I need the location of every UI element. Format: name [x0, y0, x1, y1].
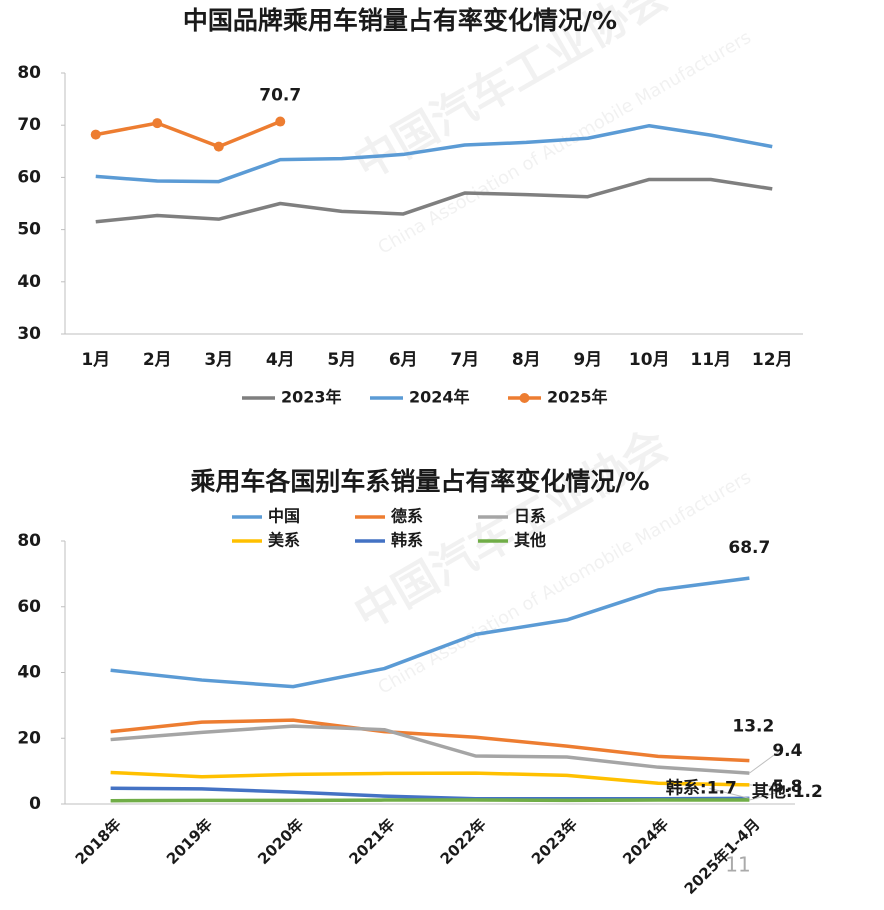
x-tick-label: 2019年	[163, 815, 216, 868]
x-tick-label: 2020年	[254, 815, 307, 868]
y-tick-label: 60	[17, 167, 41, 187]
leader-line	[749, 784, 780, 788]
data-label: 其他:1.2	[752, 781, 823, 802]
y-tick-label: 0	[29, 794, 41, 814]
legend-label: 其他	[514, 531, 546, 550]
point	[152, 118, 163, 129]
leader-line	[709, 787, 750, 799]
page-number: 11	[725, 853, 750, 877]
x-tick-label: 2021年	[346, 815, 399, 868]
series-line	[110, 718, 750, 763]
x-tick-label: 4月	[266, 350, 295, 370]
x-tick-label: 2023年	[528, 815, 581, 868]
leader-line	[749, 791, 780, 801]
y-tick-label: 30	[17, 324, 41, 344]
point	[275, 116, 286, 127]
data-label: 68.7	[728, 538, 770, 558]
legend-marker	[519, 393, 530, 403]
legend-label: 2024年	[409, 388, 470, 407]
x-tick-label: 3月	[204, 350, 233, 370]
y-tick-label: 50	[17, 220, 41, 240]
series-line	[110, 798, 750, 803]
y-tick-label: 20	[17, 728, 41, 748]
x-tick-label: 2025年1-4月	[681, 815, 764, 898]
legend-label: 中国	[268, 507, 300, 526]
data-label: 5.8	[772, 777, 802, 797]
y-tick-label: 40	[17, 272, 41, 292]
chart-title: 乘用车各国别车系销量占有率变化情况/%	[190, 467, 649, 496]
series-line	[110, 770, 750, 787]
y-tick-label: 80	[17, 531, 41, 551]
series-line	[110, 786, 750, 801]
y-tick-label: 80	[17, 63, 41, 83]
x-tick-label: 5月	[327, 350, 356, 370]
data-label: 9.4	[772, 741, 802, 761]
data-label: 13.2	[732, 717, 774, 737]
series-line	[110, 576, 750, 689]
x-tick-label: 2018年	[72, 815, 125, 868]
data-label: 70.7	[259, 86, 301, 106]
x-tick-label: 2022年	[437, 815, 490, 868]
legend-label: 美系	[268, 531, 300, 550]
legend-label: 2023年	[281, 388, 342, 407]
x-tick-label: 11月	[690, 350, 731, 370]
series-line	[110, 724, 750, 775]
x-tick-label: 12月	[752, 350, 793, 370]
y-tick-label: 60	[17, 597, 41, 617]
data-label: 韩系:1.7	[666, 777, 737, 798]
x-tick-label: 10月	[629, 350, 670, 370]
legend-label: 日系	[514, 507, 546, 526]
x-tick-label: 2月	[143, 350, 172, 370]
series-line	[95, 177, 773, 224]
legend-label: 德系	[391, 507, 423, 526]
x-tick-label: 8月	[512, 350, 541, 370]
x-tick-label: 9月	[573, 350, 602, 370]
point	[213, 141, 224, 152]
series-line	[95, 123, 773, 184]
x-tick-label: 1月	[81, 350, 110, 370]
x-tick-label: 6月	[389, 350, 418, 370]
series-line	[95, 119, 281, 149]
x-tick-label: 2024年	[619, 815, 672, 868]
x-tick-label: 7月	[450, 350, 479, 370]
legend-label: 2025年	[547, 388, 608, 407]
leader-line	[749, 750, 780, 774]
point	[90, 129, 101, 140]
y-tick-label: 70	[17, 115, 41, 135]
legend-label: 韩系	[391, 531, 423, 550]
chart-title: 中国品牌乘用车销量占有率变化情况/%	[183, 6, 617, 35]
y-tick-label: 40	[17, 663, 41, 683]
